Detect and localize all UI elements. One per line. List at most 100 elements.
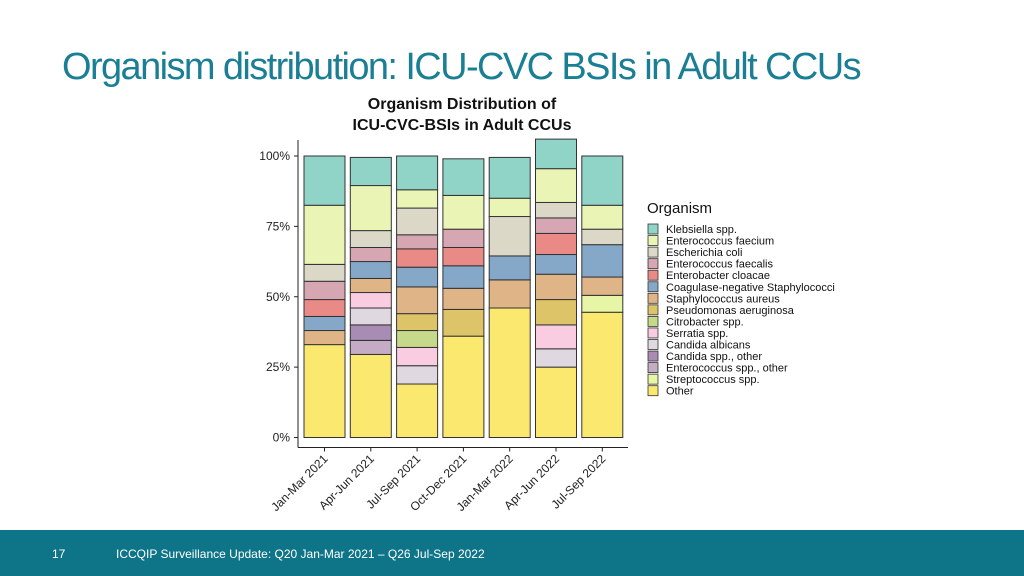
bar-segment <box>581 294 624 313</box>
slide-title: Organism distribution: ICU-CVC BSIs in A… <box>62 46 862 88</box>
bar-segment <box>396 330 439 348</box>
bar-segment <box>349 246 392 263</box>
legend-label: Enterococcus faecium <box>666 236 774 248</box>
bar-segment <box>581 244 624 278</box>
legend-title: Organism <box>647 200 712 217</box>
bar-segment <box>535 324 577 350</box>
footer-text: ICCQIP Surveillance Update: Q20 Jan-Mar … <box>116 547 485 561</box>
bar-segment <box>442 308 485 337</box>
bar-segment <box>488 216 531 257</box>
legend-label: Citrobacter spp. <box>666 316 744 328</box>
legend-label: Staphylococcus aureus <box>666 293 780 305</box>
bar-segment <box>396 365 439 385</box>
bar-segment <box>396 207 439 236</box>
legend-label: Pseudomonas aeruginosa <box>666 305 795 317</box>
bar-segment <box>349 156 392 187</box>
bar-segment <box>488 197 531 218</box>
bar-segment <box>442 228 485 248</box>
y-tick-label: 75% <box>266 219 290 233</box>
legend-swatch <box>647 292 659 304</box>
bar-segment <box>303 344 346 439</box>
bar-segment <box>535 138 577 170</box>
bar-segment <box>535 348 577 368</box>
footer-bar: 17 ICCQIP Surveillance Update: Q20 Jan-M… <box>0 530 1024 576</box>
legend-swatch <box>647 373 659 385</box>
legend-swatch <box>647 258 659 270</box>
legend-swatch <box>647 362 659 374</box>
bar-segment <box>396 234 439 250</box>
legend-label: Candida spp., other <box>666 351 762 363</box>
bar-segment <box>488 307 531 439</box>
bar-segment <box>535 273 577 301</box>
bar-segment <box>581 228 624 246</box>
legend-label: Serratia spp. <box>666 328 728 340</box>
bar-segment <box>303 299 346 317</box>
chart-title-line: ICU-CVC-BSIs in Adult CCUs <box>353 117 572 134</box>
legend-swatch <box>647 223 659 235</box>
legend-swatch <box>647 385 659 397</box>
bar-segment <box>396 189 439 209</box>
bar-segment <box>396 346 439 367</box>
bar-segment <box>349 230 392 248</box>
bar-segment <box>349 185 392 232</box>
y-tick-label: 50% <box>266 290 290 304</box>
legend-label: Enterococcus spp., other <box>666 363 788 375</box>
y-tick-label: 100% <box>259 149 290 163</box>
bar-segment <box>442 246 485 267</box>
legend-swatch <box>647 269 659 281</box>
bar-segment <box>581 155 624 206</box>
bar-segment <box>396 286 439 315</box>
bar-segment <box>535 299 577 326</box>
bar-segment <box>488 156 531 199</box>
bar-segment <box>396 248 439 268</box>
bar-segment <box>349 292 392 309</box>
bar-segment <box>535 201 577 219</box>
bar-segment <box>349 307 392 326</box>
legend-swatch <box>647 327 659 339</box>
bar-segment <box>303 155 346 206</box>
legend-swatch <box>647 281 659 293</box>
bar-segment <box>303 263 346 282</box>
bar-segment <box>442 194 485 230</box>
bar-segment <box>303 280 346 301</box>
bar-segment <box>349 353 392 438</box>
bar-segment <box>349 339 392 355</box>
bar-segment <box>349 261 392 279</box>
bar-segment <box>535 232 577 256</box>
bar-segment <box>303 315 346 332</box>
bar-segment <box>535 168 577 203</box>
bar-segment <box>442 287 485 310</box>
bar-segment <box>581 311 624 439</box>
bar-segment <box>442 158 485 196</box>
bar-segment <box>535 254 577 275</box>
bar-segment <box>442 265 485 289</box>
legend-label: Enterococcus faecalis <box>666 259 773 271</box>
legend-label: Streptococcus spp. <box>666 374 760 386</box>
bar-segment <box>303 330 346 346</box>
bar-segment <box>396 266 439 288</box>
legend-label: Klebsiella spp. <box>666 224 737 236</box>
page-number: 17 <box>52 547 66 561</box>
legend-label: Other <box>666 386 694 398</box>
legend-label: Escherichia coli <box>666 247 742 259</box>
stacked-bar-chart: Organism Distribution of ICU-CVC-BSIs in … <box>259 96 835 514</box>
legend-label: Coagulase-negative Staphylococci <box>666 282 835 294</box>
legend-swatch <box>647 350 659 362</box>
y-tick-label: 25% <box>266 360 290 374</box>
legend-label: Enterobacter cloacae <box>666 270 770 282</box>
bar-segment <box>396 313 439 332</box>
bar-segment <box>349 324 392 341</box>
legend-swatch <box>647 235 659 246</box>
chart-title-line: Organism Distribution of <box>368 96 557 113</box>
bar-segment <box>396 155 439 191</box>
bar-segment <box>349 277 392 294</box>
bar-segment <box>581 276 624 296</box>
bar-segment <box>535 217 577 234</box>
bar-segment <box>488 279 531 309</box>
bar-segment <box>303 204 346 265</box>
legend-swatch <box>647 315 659 327</box>
bar-segment <box>396 383 439 439</box>
legend-swatch <box>647 304 659 316</box>
bar-segment <box>535 366 577 438</box>
legend-swatch <box>647 339 659 350</box>
